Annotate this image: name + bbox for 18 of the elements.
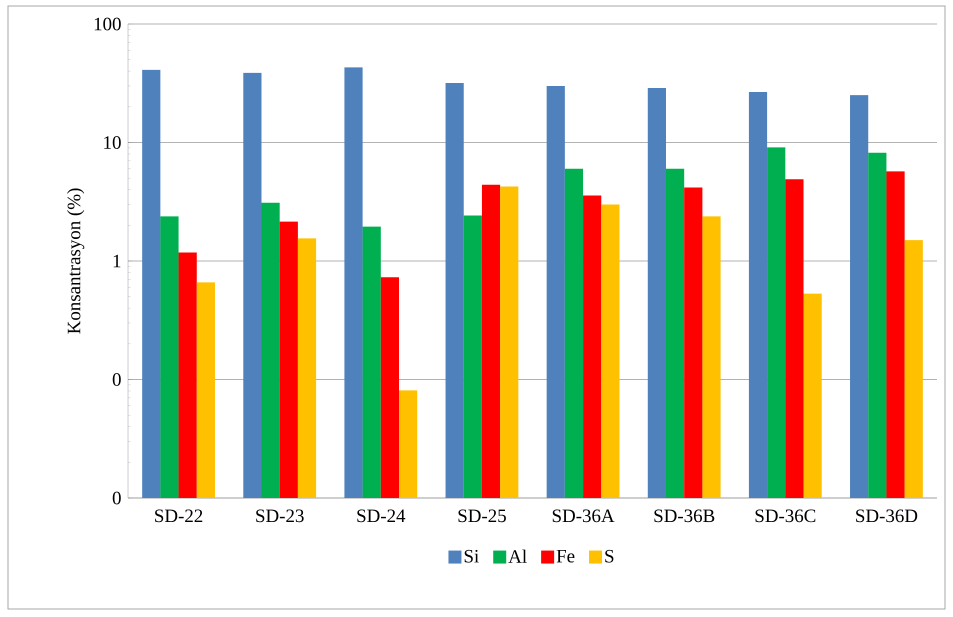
- y-tick-label: 100: [94, 18, 121, 30]
- x-tick-label: SD-36C: [756, 509, 816, 522]
- y-tick-label: 10: [104, 136, 121, 149]
- x-tick-label: SD-23: [256, 509, 304, 522]
- y-tick-label: 0: [112, 492, 121, 504]
- y-tick-label: 0: [112, 373, 121, 386]
- legend-label: S: [605, 550, 614, 563]
- legend-label: Si: [464, 550, 479, 563]
- x-tick-label: SD-36B: [654, 509, 714, 522]
- legend-label: Al: [508, 550, 527, 563]
- x-tick-label: SD-36D: [856, 509, 918, 522]
- legend-label: Fe: [556, 550, 574, 563]
- x-tick-label: SD-22: [155, 509, 202, 522]
- x-tick-label: SD-24: [357, 509, 406, 522]
- x-tick-label: SD-25: [458, 509, 506, 522]
- y-axis-title: Konsantrasyon (%): [67, 188, 84, 334]
- x-tick-label: SD-36A: [552, 509, 614, 522]
- y-tick-label: 1: [114, 254, 120, 268]
